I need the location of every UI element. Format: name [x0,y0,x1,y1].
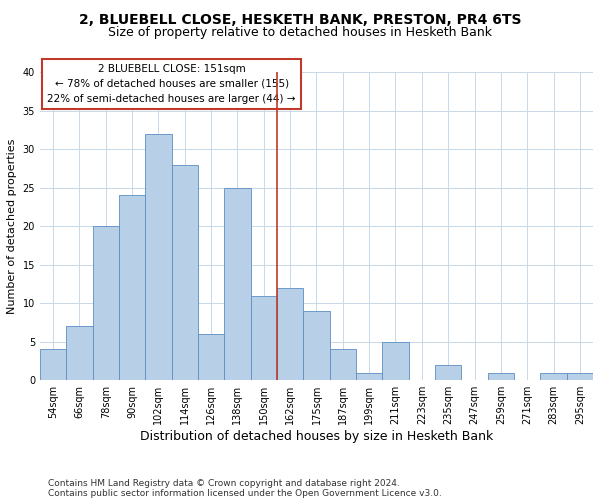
Bar [40,350,66,380]
Bar [119,196,145,380]
Bar [145,134,172,380]
Text: 2, BLUEBELL CLOSE, HESKETH BANK, PRESTON, PR4 6TS: 2, BLUEBELL CLOSE, HESKETH BANK, PRESTON… [79,12,521,26]
Text: Contains HM Land Registry data © Crown copyright and database right 2024.: Contains HM Land Registry data © Crown c… [48,478,400,488]
Text: Contains public sector information licensed under the Open Government Licence v3: Contains public sector information licen… [48,488,442,498]
Bar [92,226,119,380]
Bar [541,372,567,380]
Bar [329,350,356,380]
Bar [66,326,92,380]
X-axis label: Distribution of detached houses by size in Hesketh Bank: Distribution of detached houses by size … [140,430,493,443]
Text: 2 BLUEBELL CLOSE: 151sqm
← 78% of detached houses are smaller (155)
22% of semi-: 2 BLUEBELL CLOSE: 151sqm ← 78% of detach… [47,64,296,104]
Bar [382,342,409,380]
Bar [435,365,461,380]
Bar [224,188,251,380]
Y-axis label: Number of detached properties: Number of detached properties [7,138,17,314]
Bar [251,296,277,380]
Bar [198,334,224,380]
Text: Size of property relative to detached houses in Hesketh Bank: Size of property relative to detached ho… [108,26,492,39]
Bar [303,311,329,380]
Bar [172,164,198,380]
Bar [567,372,593,380]
Bar [356,372,382,380]
Bar [277,288,303,380]
Bar [488,372,514,380]
